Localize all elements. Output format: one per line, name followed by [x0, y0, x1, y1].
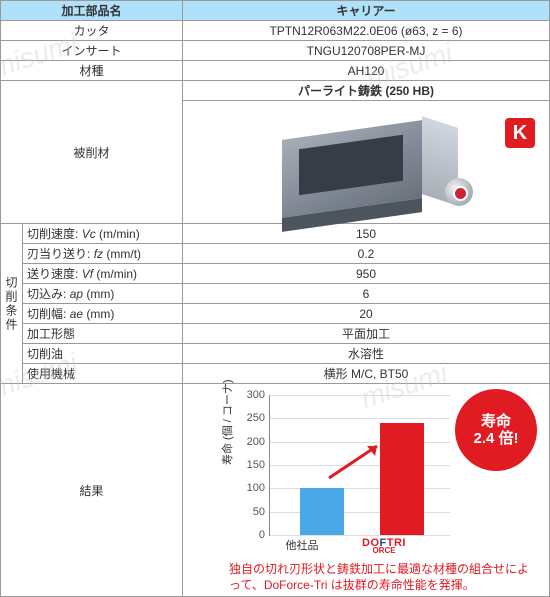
cond-value: 横形 M/C, BT50 — [183, 364, 550, 384]
chart-ytick: 50 — [241, 506, 265, 518]
cond-unit: (m/min) — [99, 227, 140, 241]
render-hole — [453, 186, 468, 201]
cond-unit: (mm) — [86, 287, 114, 301]
workpiece-render: K — [187, 102, 545, 222]
cond-unit: (mm) — [86, 307, 114, 321]
row-work-header: パーライト鋳鉄 (250 HB) — [183, 81, 550, 101]
cond-row-label: 切込み: ap (mm) — [23, 284, 183, 304]
cond-row-label: 刃当り送り: fz (mm/t) — [23, 244, 183, 264]
cond-symbol: ap — [70, 287, 83, 301]
cond-value: 20 — [183, 304, 550, 324]
cond-symbol: ae — [70, 307, 83, 321]
cond-symbol: Vf — [82, 267, 93, 281]
cond-symbol: Vc — [82, 227, 96, 241]
cond-value: 水溶性 — [183, 344, 550, 364]
cond-label-text: 切込み: — [27, 287, 66, 301]
chart-xtick-brand: DOFTRI ORCE — [349, 537, 419, 554]
chart-ylabel: 寿命 (個 / コーナ) — [219, 379, 235, 465]
cond-label-text: 切削速度: — [27, 227, 78, 241]
row-cutter-label: カッタ — [1, 21, 183, 41]
cond-value: 6 — [183, 284, 550, 304]
result-caption: 独自の切れ刃形状と鋳鉄加工に最適な材種の組合せによって、DoForce-Tri … — [229, 561, 530, 593]
brand-sub: ORCE — [349, 549, 419, 554]
workpiece-render-cell: K — [183, 101, 550, 224]
row-cutter-value: TPTN12R063M22.0E06 (ø63, z = 6) — [183, 21, 550, 41]
chart-gridline — [270, 535, 450, 536]
part-name-label: 加工部品名 — [1, 1, 183, 21]
chart-gridline — [270, 395, 450, 396]
cond-symbol: fz — [94, 247, 103, 261]
cond-group-label: 切削条件 — [1, 224, 23, 384]
chart-xtick: 他社品 — [267, 537, 337, 553]
cond-label-text: 切削幅: — [27, 307, 66, 321]
bubble-line1: 寿命 — [481, 413, 511, 430]
material-class-badge: K — [505, 118, 535, 148]
chart-ytick: 200 — [241, 436, 265, 448]
cond-row-label: 使用機械 — [23, 364, 183, 384]
cond-value: 950 — [183, 264, 550, 284]
bubble-line2: 2.4 倍! — [473, 430, 518, 447]
cond-row-label: 切削速度: Vc (m/min) — [23, 224, 183, 244]
row-insert-value: TNGU120708PER-MJ — [183, 41, 550, 61]
cond-value: 平面加工 — [183, 324, 550, 344]
cond-row-label: 加工形態 — [23, 324, 183, 344]
life-multiplier-badge: 寿命 2.4 倍! — [455, 389, 537, 471]
improvement-arrow-icon — [327, 440, 387, 480]
row-grade-value: AH120 — [183, 61, 550, 81]
row-work-label: 被削材 — [1, 81, 183, 224]
chart-ytick: 250 — [241, 412, 265, 424]
spec-table: 加工部品名 キャリアー カッタ TPTN12R063M22.0E06 (ø63,… — [0, 0, 550, 597]
cond-row-label: 切削油 — [23, 344, 183, 364]
cond-unit: (mm/t) — [106, 247, 141, 261]
row-insert-label: インサート — [1, 41, 183, 61]
cond-label-text: 刃当り送り: — [27, 247, 90, 261]
result-label: 結果 — [1, 384, 183, 597]
life-chart: 寿命 (個 / コーナ) 050100150200250300 他社品 DOFT… — [187, 385, 545, 595]
result-cell: 寿命 (個 / コーナ) 050100150200250300 他社品 DOFT… — [183, 384, 550, 597]
chart-bar — [300, 488, 344, 535]
cond-row-label: 送り速度: Vf (m/min) — [23, 264, 183, 284]
cond-value: 0.2 — [183, 244, 550, 264]
chart-gridline — [270, 418, 450, 419]
chart-ytick: 0 — [241, 529, 265, 541]
part-name-value: キャリアー — [183, 1, 550, 21]
cond-row-label: 切削幅: ae (mm) — [23, 304, 183, 324]
chart-ytick: 100 — [241, 482, 265, 494]
cond-unit: (m/min) — [96, 267, 137, 281]
chart-ytick: 150 — [241, 459, 265, 471]
chart-ytick: 300 — [241, 389, 265, 401]
cond-value: 150 — [183, 224, 550, 244]
row-grade-label: 材種 — [1, 61, 183, 81]
cond-label-text: 送り速度: — [27, 267, 78, 281]
